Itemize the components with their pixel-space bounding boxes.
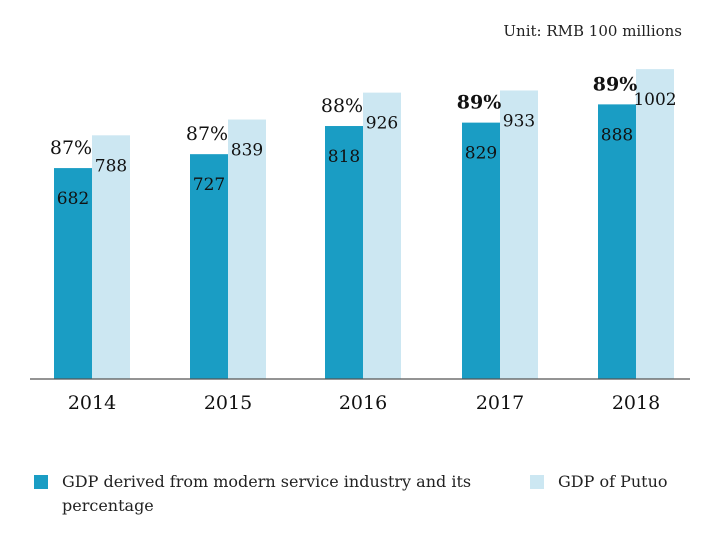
- value-label-service-2018: 888: [601, 125, 633, 145]
- legend-label-service: GDP derived from modern service industry…: [62, 472, 472, 515]
- value-label-putuo-2017: 933: [503, 111, 535, 131]
- x-tick-label-2016: 2016: [339, 392, 387, 414]
- x-tick-label-2017: 2017: [476, 392, 524, 414]
- bar-service-2018: [598, 104, 636, 379]
- percent-label-2018: 89%: [593, 73, 638, 95]
- bar-putuo-2017: [500, 90, 538, 379]
- bar-putuo-2015: [228, 119, 266, 379]
- bar-chart: 68278887%201472783987%201581892688%20168…: [30, 69, 690, 414]
- bar-service-2015: [190, 154, 228, 379]
- value-label-service-2017: 829: [465, 144, 497, 164]
- bar-putuo-2014: [92, 135, 130, 379]
- legend-label-putuo: GDP of Putuo: [558, 472, 668, 491]
- value-label-putuo-2014: 788: [95, 156, 127, 176]
- bar-service-2014: [54, 168, 92, 379]
- value-label-service-2015: 727: [193, 175, 225, 195]
- legend-item-putuo: GDP of Putuo: [530, 470, 700, 494]
- x-tick-label-2015: 2015: [204, 392, 252, 414]
- bar-service-2016: [325, 126, 363, 379]
- value-label-service-2014: 682: [57, 189, 89, 209]
- legend-swatch-service: [34, 475, 48, 489]
- value-label-putuo-2016: 926: [366, 114, 398, 134]
- percent-label-2017: 89%: [457, 92, 502, 114]
- legend-item-service: GDP derived from modern service industry…: [34, 470, 484, 518]
- value-label-putuo-2015: 839: [231, 141, 263, 161]
- x-tick-label-2018: 2018: [612, 392, 660, 414]
- value-label-putuo-2018: 1002: [633, 90, 676, 110]
- bar-putuo-2018: [636, 69, 674, 379]
- percent-label-2014: 87%: [50, 137, 92, 159]
- x-tick-label-2014: 2014: [68, 392, 116, 414]
- legend-swatch-putuo: [530, 475, 544, 489]
- bar-service-2017: [462, 122, 500, 379]
- unit-label: Unit: RMB 100 millions: [503, 22, 682, 40]
- percent-label-2015: 87%: [186, 123, 228, 145]
- value-label-service-2016: 818: [328, 147, 360, 167]
- bar-putuo-2016: [363, 92, 401, 380]
- percent-label-2016: 88%: [321, 95, 363, 117]
